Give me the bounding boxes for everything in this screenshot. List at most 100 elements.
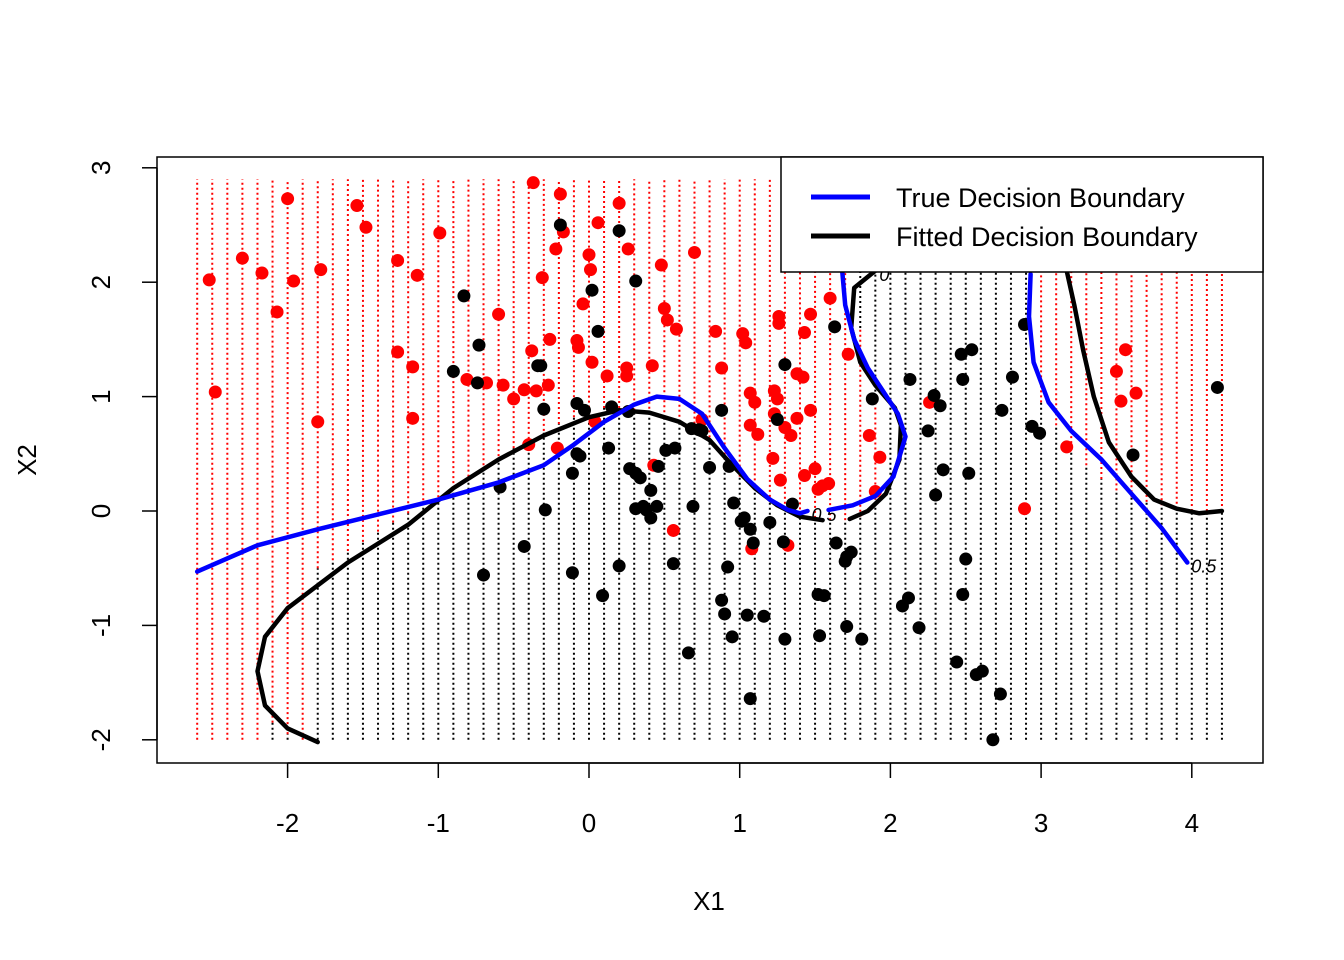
point-red [391,345,405,359]
point-red [657,302,671,316]
point-red [660,313,674,327]
point-black [577,403,591,417]
point-black [725,630,739,644]
point-red [715,361,729,375]
y-tick-label: -1 [86,614,116,637]
point-red [770,392,784,406]
point-black [737,511,751,525]
point-red [410,268,424,282]
point-red [535,271,549,285]
true-boundary-curve [826,268,908,513]
point-red [287,274,301,288]
point-black [573,449,587,463]
point-black [472,338,486,352]
point-red [406,360,420,374]
x-tick-label: 2 [883,808,897,838]
point-red [541,378,555,392]
point-black [776,535,790,549]
point-black [612,224,626,238]
point-red [1109,364,1123,378]
legend-label-fitted: Fitted Decision Boundary [896,222,1198,252]
point-black [757,609,771,623]
point-black [612,559,626,573]
point-red [571,340,585,354]
y-axis-title: X2 [12,444,42,476]
point-red [798,469,812,483]
point-black [1126,448,1140,462]
fitted-boundary-curve-label: 0 [879,265,889,285]
point-black [538,503,552,517]
point-black [727,496,741,510]
point-black [865,392,879,406]
point-black [651,459,665,473]
fitted-boundary-curve [255,408,825,745]
axes: -2 -1 0 1 2 3 4 -2 -1 0 1 2 3 [86,161,1199,838]
point-red [591,216,605,230]
x-tick-label: 3 [1034,808,1048,838]
y-tick-label: 2 [86,275,116,289]
point-black [1005,370,1019,384]
legend: True Decision Boundary Fitted Decision B… [780,156,1264,273]
point-red [202,273,216,287]
point-black [537,402,551,416]
point-red [480,376,494,390]
point-red [709,324,723,338]
point-black [686,499,700,513]
point-black [828,320,842,334]
decision-boundaries: 00.50.5 [194,265,1225,745]
point-red [585,355,599,369]
point-black [785,497,799,511]
point-red [862,428,876,442]
point-black [746,536,760,550]
point-red [751,427,765,441]
point-black [565,466,579,480]
point-black [986,733,1000,747]
point-black [770,412,784,426]
point-black [975,664,989,678]
point-black [1210,380,1224,394]
point-black [602,441,616,455]
point-red [823,291,837,305]
point-red [687,245,701,259]
point-red [507,392,521,406]
point-red [666,523,680,537]
point-black [962,466,976,480]
point-red [270,305,284,319]
point-red [804,307,818,321]
point-red [739,336,753,350]
point-red [621,242,635,256]
point-red [492,307,506,321]
point-red [808,462,822,476]
point-red [549,242,563,256]
y-tick-label: 3 [86,161,116,175]
point-black [446,364,460,378]
point-black [553,218,567,232]
point-black [855,632,869,646]
point-red [314,263,328,277]
point-black [901,591,915,605]
point-black [477,568,491,582]
true-boundary-curve [194,394,810,574]
point-black [715,593,729,607]
point-red [645,359,659,373]
point-red [790,411,804,425]
point-black [668,441,682,455]
legend-box [780,156,1264,273]
point-red [359,220,373,234]
point-black [650,499,664,513]
point-red [517,383,531,397]
point-black [763,515,777,529]
point-red [804,403,818,417]
point-black [743,692,757,706]
x-tick-label: 1 [732,808,746,838]
point-black [703,461,717,475]
point-black [715,403,729,417]
point-red [1118,343,1132,357]
legend-label-true: True Decision Boundary [896,183,1185,213]
point-red [584,263,598,277]
point-red [1060,440,1074,454]
point-black [778,632,792,646]
point-black [903,372,917,386]
point-black [993,687,1007,701]
x-tick-label: 0 [582,808,596,838]
